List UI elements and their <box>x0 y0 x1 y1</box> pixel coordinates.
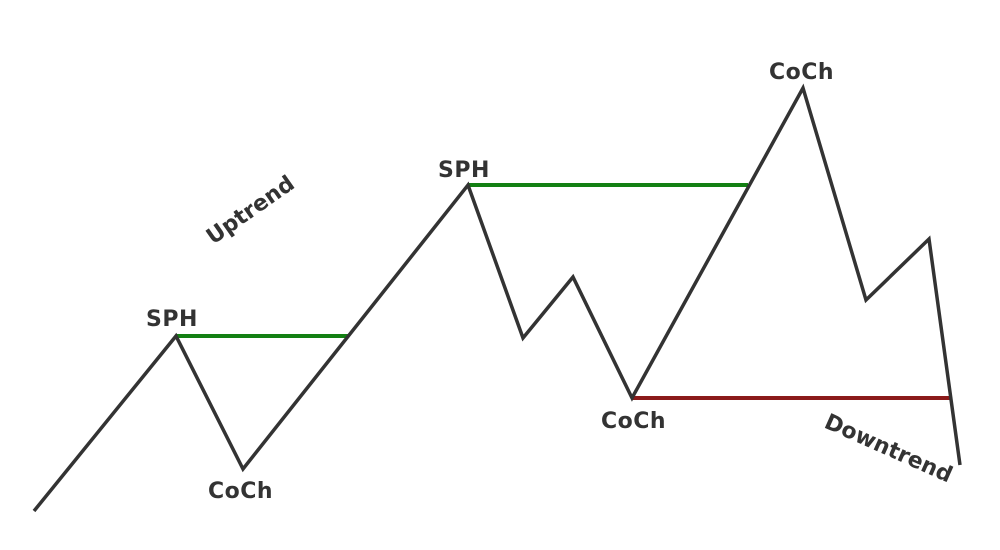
coch-label-1: CoCh <box>208 479 273 504</box>
downtrend-label: Downtrend <box>821 410 956 489</box>
sph-label-2: SPH <box>438 158 490 183</box>
coch-label-3: CoCh <box>769 60 834 85</box>
sph-label-1: SPH <box>146 307 198 332</box>
coch-label-2: CoCh <box>601 409 666 434</box>
price-path <box>32 83 962 513</box>
uptrend-label: Uptrend <box>202 171 299 250</box>
